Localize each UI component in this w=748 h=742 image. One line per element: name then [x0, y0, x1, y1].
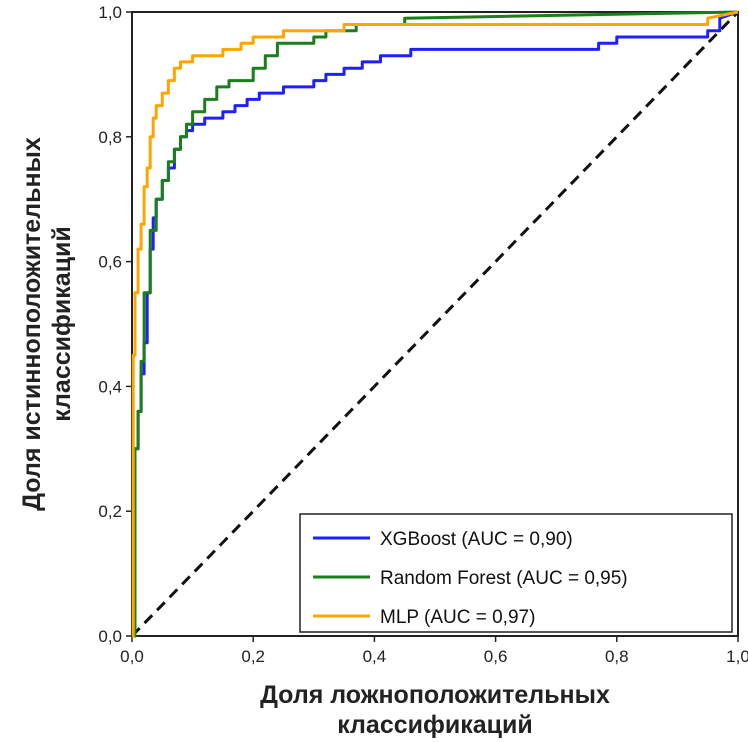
x-tick-label: 0,4: [363, 647, 387, 666]
y-tick-label: 1,0: [98, 3, 122, 22]
series-lines: [130, 10, 740, 638]
y-tick-label: 0,8: [98, 128, 122, 147]
legend-label-1: Random Forest (AUC = 0,95): [380, 568, 628, 589]
x-tick-label: 1,0: [726, 647, 748, 666]
legend-box: [299, 513, 733, 633]
roc-line-1: [132, 10, 739, 638]
legend-label-2: MLP (AUC = 0,97): [380, 607, 535, 628]
y-axis-title-line-2: классификаций: [48, 226, 76, 422]
y-tick-label: 0,4: [98, 377, 122, 396]
x-tick-label: 0,2: [241, 647, 265, 666]
x-tick-label: 0,8: [605, 647, 629, 666]
chance-diagonal-line: [130, 10, 740, 638]
x-tick-label: 0,6: [484, 647, 508, 666]
legend-label-0: XGBoost (AUC = 0,90): [380, 529, 573, 550]
x-tick-label: 0,0: [120, 647, 144, 666]
legend: XGBoost (AUC = 0,90) Random Forest (AUC =…: [299, 513, 733, 633]
x-axis-title-line-1: Доля ложноположительных: [260, 681, 610, 709]
x-axis-title-line-2: классификаций: [337, 711, 533, 739]
y-tick-label: 0,2: [98, 502, 122, 521]
y-tick-label: 0,6: [98, 253, 122, 272]
y-axis-title-line-1: Доля истинноположительных: [18, 137, 46, 511]
y-tick-label: 0,0: [98, 627, 122, 646]
axis-ticks: 0,0 0,2 0,4 0,6 0,8 1,0 0,0 0,2 0,4 0,6 0,8 1,0: [98, 3, 748, 666]
roc-line-2: [131, 10, 739, 638]
